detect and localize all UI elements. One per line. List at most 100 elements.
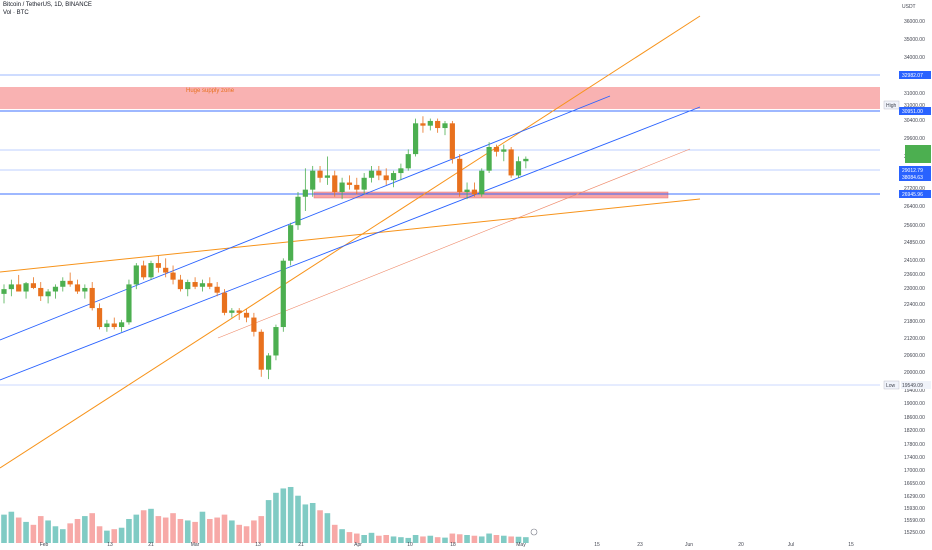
candle[interactable]	[251, 312, 257, 337]
candle[interactable]	[74, 279, 81, 294]
candle[interactable]	[89, 282, 95, 311]
symbol-title[interactable]: Bitcoin / TetherUS, 1D, BINANCE	[3, 2, 92, 8]
candle[interactable]	[104, 319, 110, 332]
candle[interactable]	[288, 222, 294, 266]
candle[interactable]	[442, 120, 448, 136]
candle[interactable]	[155, 255, 161, 273]
candle[interactable]	[339, 177, 345, 200]
candle[interactable]	[376, 165, 382, 181]
candle[interactable]	[67, 272, 73, 287]
candle-body	[390, 173, 397, 181]
candle[interactable]	[493, 144, 500, 157]
candle[interactable]	[464, 182, 470, 200]
candle[interactable]	[38, 282, 44, 301]
volume-bar	[207, 518, 213, 543]
volume-bar	[449, 533, 456, 543]
candle[interactable]	[214, 282, 220, 297]
candle[interactable]	[236, 308, 242, 320]
low-tag-value: 19549.09	[902, 383, 923, 389]
volume-legend[interactable]: Vol · BTC	[3, 10, 29, 16]
candle[interactable]	[221, 289, 228, 316]
trendlines[interactable]	[0, 15, 880, 469]
candle[interactable]	[185, 279, 191, 297]
candle[interactable]	[471, 182, 477, 197]
price-tick-label: 26400.00	[904, 204, 925, 210]
volume-bar	[1, 514, 7, 543]
candle[interactable]	[405, 149, 411, 171]
candle[interactable]	[163, 258, 169, 278]
candle[interactable]	[317, 165, 323, 183]
candle[interactable]	[479, 168, 485, 197]
candle[interactable]	[243, 309, 250, 323]
candle[interactable]	[354, 177, 360, 195]
candle[interactable]	[16, 274, 22, 292]
price-tick-label: 18600.00	[904, 415, 925, 421]
candle[interactable]	[207, 277, 213, 290]
candle-body	[383, 175, 389, 181]
candle[interactable]	[126, 279, 132, 325]
candle[interactable]	[170, 265, 176, 285]
candle[interactable]	[457, 154, 463, 197]
candle[interactable]	[229, 308, 235, 318]
price-tick-label: 19000.00	[904, 401, 925, 407]
candle[interactable]	[52, 284, 59, 299]
candle[interactable]	[346, 175, 353, 190]
candle[interactable]	[310, 165, 316, 197]
price-tick-label: 20000.00	[904, 370, 925, 376]
candle[interactable]	[332, 170, 338, 197]
candle[interactable]	[199, 279, 206, 292]
candle-body	[288, 225, 294, 261]
candle[interactable]	[60, 277, 66, 292]
candle[interactable]	[390, 170, 397, 188]
channel-line-4[interactable]	[0, 106, 701, 381]
channel-line-2[interactable]	[0, 198, 701, 273]
candle[interactable]	[192, 277, 198, 290]
candle[interactable]	[449, 120, 455, 164]
candle[interactable]	[273, 324, 279, 361]
candle[interactable]	[361, 173, 367, 195]
candle[interactable]	[515, 156, 522, 178]
candle[interactable]	[23, 282, 29, 299]
volume-bar	[317, 510, 323, 543]
channel-line-3[interactable]	[0, 95, 611, 341]
candle[interactable]	[420, 116, 426, 133]
candle[interactable]	[133, 263, 139, 290]
candle-body	[177, 279, 183, 290]
candle[interactable]	[324, 156, 330, 185]
candle[interactable]	[295, 192, 301, 230]
candle[interactable]	[398, 163, 404, 181]
candle[interactable]	[1, 284, 7, 304]
candle[interactable]	[501, 144, 507, 162]
candle[interactable]	[119, 319, 125, 332]
candle[interactable]	[258, 329, 264, 377]
candle[interactable]	[508, 146, 514, 178]
candle[interactable]	[523, 156, 529, 169]
channel-line-5[interactable]	[217, 148, 691, 339]
time-axis[interactable]: Feb 13 21 Mar 13 21 Apr 10 18 May 15 23 Jun 20 Jul 15	[40, 542, 854, 548]
candle[interactable]	[413, 118, 419, 157]
candle[interactable]	[368, 165, 375, 183]
candle[interactable]	[302, 168, 308, 211]
candle[interactable]	[82, 284, 88, 299]
candle[interactable]	[96, 303, 103, 330]
candle[interactable]	[266, 353, 272, 380]
candle[interactable]	[45, 289, 51, 304]
candle[interactable]	[383, 168, 389, 185]
candles[interactable]	[1, 116, 529, 380]
channel-line-1[interactable]	[0, 15, 701, 469]
candle[interactable]	[435, 118, 441, 133]
candle[interactable]	[177, 274, 183, 292]
candle[interactable]	[8, 279, 14, 297]
candle[interactable]	[30, 277, 36, 290]
candle[interactable]	[111, 317, 117, 330]
candle[interactable]	[280, 258, 286, 332]
volume-bar	[361, 534, 367, 543]
candle[interactable]	[486, 142, 492, 174]
candle[interactable]	[148, 260, 154, 280]
candle[interactable]	[427, 118, 433, 131]
volume-bar	[15, 517, 22, 543]
candle[interactable]	[141, 260, 147, 280]
price-axis[interactable]: USDT 36000.00 35000.00 34000.00 31000.00 3040…	[902, 4, 925, 536]
